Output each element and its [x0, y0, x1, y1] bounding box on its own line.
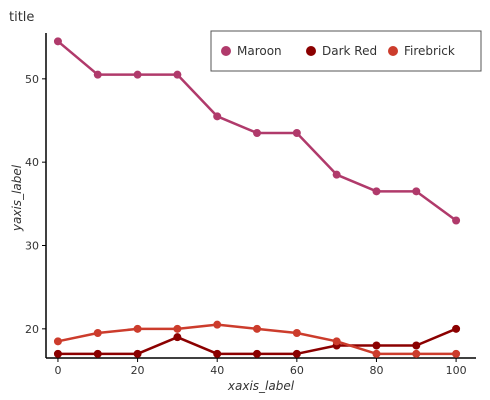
y-tick-label: 20: [25, 323, 39, 336]
data-point-firebrick: [93, 329, 102, 337]
data-point-firebrick: [452, 349, 461, 358]
data-point-maroon: [213, 112, 222, 121]
data-point-maroon: [292, 129, 301, 137]
data-point-maroon: [452, 216, 461, 225]
x-tick-label: 20: [131, 364, 145, 377]
chart-title: title: [9, 10, 34, 25]
y-axis-label: yaxis_label: [10, 164, 24, 232]
data-point-firebrick: [372, 349, 381, 358]
x-tick-label: 100: [446, 364, 467, 377]
data-point-firebrick: [53, 337, 62, 346]
data-point-dark-red: [253, 349, 262, 358]
data-point-firebrick: [213, 320, 222, 329]
legend-box: [210, 30, 482, 72]
x-tick-label: 0: [54, 364, 61, 377]
legend-label-maroon: Maroon: [237, 44, 282, 58]
legend-marker-maroon: [221, 46, 231, 56]
data-point-firebrick: [173, 324, 182, 333]
data-point-dark-red: [93, 349, 102, 358]
data-point-maroon: [372, 187, 381, 196]
x-tick-label: 60: [290, 364, 304, 377]
data-point-firebrick: [412, 349, 421, 358]
legend-label-firebrick: Firebrick: [404, 44, 455, 58]
legend: Maroon Dark Red Firebrick: [210, 30, 482, 72]
axes: 0 20 40 60 80 100 20 30 40 50: [25, 33, 476, 377]
data-point-maroon: [253, 129, 262, 137]
y-tick-label: 40: [25, 156, 39, 169]
legend-marker-dark-red: [306, 46, 316, 56]
data-point-firebrick: [133, 324, 142, 333]
y-tick-label: 50: [25, 73, 39, 86]
data-point-dark-red: [133, 349, 142, 358]
data-point-dark-red: [372, 341, 381, 350]
legend-label-dark-red: Dark Red: [322, 44, 377, 58]
data-point-firebrick: [332, 337, 341, 346]
y-tick-label: 30: [25, 240, 39, 253]
data-point-dark-red: [292, 349, 301, 358]
data-point-firebrick: [292, 329, 301, 337]
series-layer: [53, 37, 461, 358]
legend-marker-firebrick: [388, 46, 398, 56]
x-tick-label: 40: [210, 364, 224, 377]
x-axis-label: xaxis_label: [227, 379, 295, 393]
data-point-maroon: [93, 70, 102, 79]
data-point-dark-red: [412, 341, 421, 350]
data-point-firebrick: [253, 324, 262, 333]
data-point-maroon: [412, 187, 421, 196]
data-point-dark-red: [452, 324, 461, 333]
data-point-dark-red: [213, 349, 222, 358]
data-point-maroon: [53, 37, 62, 46]
data-point-maroon: [133, 70, 142, 79]
data-point-dark-red: [173, 333, 182, 342]
data-point-maroon: [173, 70, 182, 79]
x-tick-label: 80: [369, 364, 383, 377]
data-point-maroon: [332, 170, 341, 179]
data-point-dark-red: [53, 349, 62, 358]
